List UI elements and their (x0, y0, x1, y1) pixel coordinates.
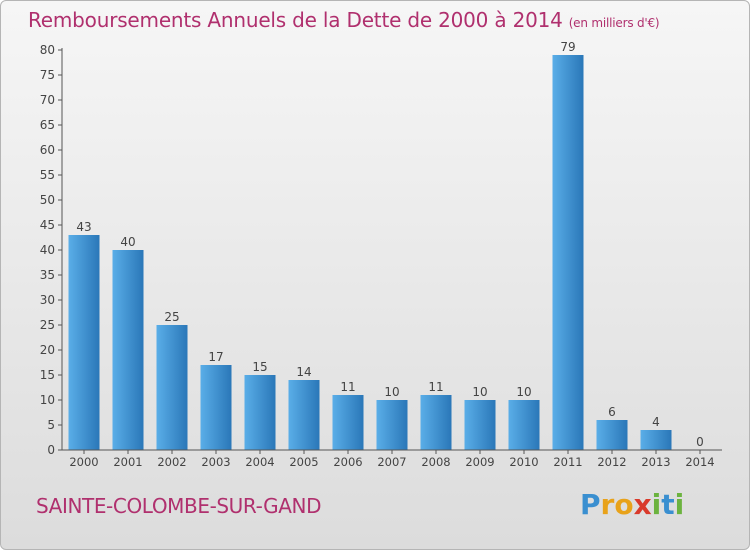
logo-letter: x (633, 488, 652, 521)
x-tick-label: 2002 (157, 455, 186, 469)
y-tick-label: 5 (47, 418, 55, 432)
x-tick-label: 2000 (69, 455, 98, 469)
commune-name: SAINTE-COLOMBE-SUR-GAND (36, 494, 322, 518)
logo-letter: i (674, 488, 685, 521)
y-tick-label: 30 (40, 293, 55, 307)
bar (640, 430, 672, 450)
bar (332, 395, 364, 450)
bar (508, 400, 540, 450)
bar (420, 395, 452, 450)
bar-value-label: 6 (608, 405, 616, 419)
logo-letter: P (580, 488, 601, 521)
x-axis: 2000 2001 2002 2003 2004 2005 2006 2007 2008 2009… (62, 449, 722, 469)
chart-title: Remboursements Annuels de la Dette de 20… (28, 8, 660, 32)
y-axis: 0 5 10 15 20 25 30 35 40 45 50 55 60 65 70 75 80 (40, 43, 63, 457)
chart-unit: (en milliers d'€) (568, 16, 660, 30)
y-tick-label: 70 (40, 93, 55, 107)
bar-value-label: 10 (472, 385, 487, 399)
y-tick-label: 45 (40, 218, 55, 232)
y-tick-label: 20 (40, 343, 55, 357)
logo-letter: i (651, 488, 662, 521)
bar-value-label: 11 (428, 380, 443, 394)
x-tick-label: 2007 (377, 455, 406, 469)
y-tick-label: 15 (40, 368, 55, 382)
x-tick-label: 2006 (333, 455, 362, 469)
x-tick-label: 2011 (553, 455, 582, 469)
y-tick-label: 0 (47, 443, 55, 457)
bar (288, 380, 320, 450)
bar-value-label: 17 (208, 350, 223, 364)
bar-value-label: 25 (164, 310, 179, 324)
proxiti-logo: Proxiti (580, 488, 684, 521)
bar-value-label: 0 (696, 435, 704, 449)
x-tick-label: 2005 (289, 455, 318, 469)
bar (464, 400, 496, 450)
bar (68, 235, 100, 450)
x-tick-label: 2001 (113, 455, 142, 469)
bar-value-label: 40 (120, 235, 135, 249)
bar-value-label: 4 (652, 415, 660, 429)
x-tick-label: 2008 (421, 455, 450, 469)
logo-letter: r (600, 488, 615, 521)
bar-value-label: 43 (76, 220, 91, 234)
x-tick-label: 2010 (509, 455, 538, 469)
bar (596, 420, 628, 450)
logo-letter: t (661, 488, 675, 521)
x-tick-label: 2013 (641, 455, 670, 469)
chart-title-text: Remboursements Annuels de la Dette de 20… (28, 8, 563, 32)
bar (200, 365, 232, 450)
x-tick-label: 2009 (465, 455, 494, 469)
bar (244, 375, 276, 450)
bar (376, 400, 408, 450)
bar (156, 325, 188, 450)
bar-value-label: 14 (296, 365, 311, 379)
x-tick-label: 2004 (245, 455, 274, 469)
y-tick-label: 10 (40, 393, 55, 407)
bar-value-label: 15 (252, 360, 267, 374)
y-tick-label: 25 (40, 318, 55, 332)
bar (552, 55, 584, 450)
bar-value-label: 11 (340, 380, 355, 394)
y-tick-label: 35 (40, 268, 55, 282)
bar-value-label: 10 (384, 385, 399, 399)
y-tick-label: 75 (40, 68, 55, 82)
x-tick-label: 2014 (685, 455, 714, 469)
x-tick-label: 2012 (597, 455, 626, 469)
y-tick-label: 65 (40, 118, 55, 132)
y-tick-label: 40 (40, 243, 55, 257)
y-tick-label: 50 (40, 193, 55, 207)
y-tick-label: 60 (40, 143, 55, 157)
y-tick-label: 80 (40, 43, 55, 57)
bar-value-label: 79 (560, 40, 575, 54)
logo-letter: o (614, 488, 634, 521)
bar (112, 250, 144, 450)
bar-value-label: 10 (516, 385, 531, 399)
y-tick-label: 55 (40, 168, 55, 182)
x-tick-label: 2003 (201, 455, 230, 469)
